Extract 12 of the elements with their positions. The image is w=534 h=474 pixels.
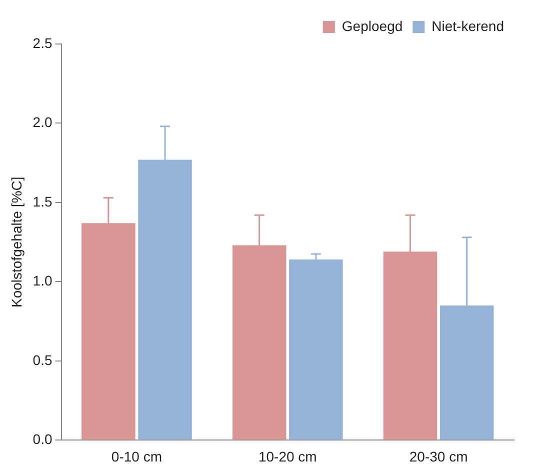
y-tick-label: 1.5: [32, 193, 52, 210]
y-axis-title: Koolstofgehalte [%C]: [8, 176, 24, 308]
x-tick-label: 10-20 cm: [258, 448, 317, 464]
y-tick-label: 2.0: [32, 114, 52, 130]
legend-label: Geploegd: [342, 18, 403, 34]
y-tick-label: 0.5: [32, 352, 52, 368]
x-tick-label: 20-30 cm: [409, 448, 468, 464]
y-tick-label: 2.5: [32, 34, 52, 51]
legend-label: Niet-kerend: [432, 18, 504, 34]
x-tick-label: 0-10 cm: [111, 448, 162, 464]
y-tick-label: 1.0: [32, 272, 52, 289]
y-tick-label: 0.0: [32, 431, 52, 448]
